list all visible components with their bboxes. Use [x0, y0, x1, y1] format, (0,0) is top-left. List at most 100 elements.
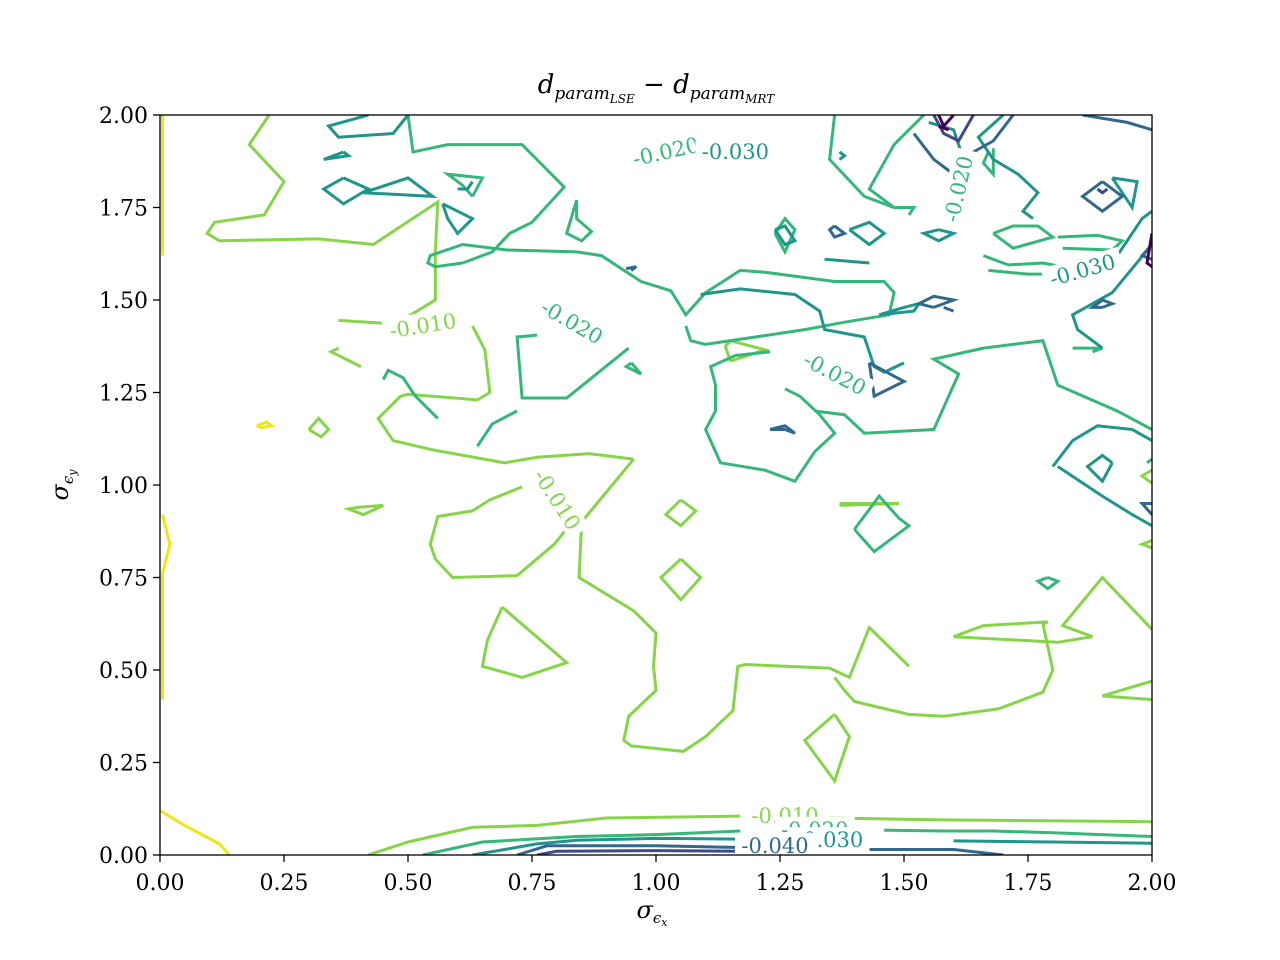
contour-line [577, 458, 911, 753]
contour-line [838, 150, 848, 161]
contour-line [323, 150, 353, 161]
contour-line [658, 557, 703, 602]
x-tick-label: 0.00 [136, 871, 185, 896]
contour-line [161, 514, 172, 700]
contour-line [919, 228, 958, 243]
y-axis: 0.00 0.25 0.50 0.75 1.00 1.25 1.50 1.75 2.00 [99, 104, 160, 869]
contour-line [932, 115, 975, 143]
contour-line [828, 115, 895, 209]
contour-line [1087, 298, 1117, 309]
contour-line [381, 368, 439, 420]
contour-line [307, 416, 331, 439]
contour-line [1111, 176, 1139, 212]
contour-line [327, 346, 362, 368]
contour-line [625, 265, 638, 272]
contour-line [981, 148, 995, 179]
contour-line [342, 503, 384, 517]
contour-label: -0.010 [745, 803, 825, 828]
x-axis-label: σϵx [636, 896, 668, 929]
contour-line [1138, 502, 1152, 516]
contour-line [992, 224, 1057, 250]
contour-line [769, 424, 796, 435]
contour-line [441, 202, 476, 236]
contour-line [1085, 453, 1114, 484]
contour-label: -0.030 [695, 139, 776, 164]
contour-line [367, 814, 741, 855]
x-tick-label: 0.50 [384, 871, 433, 896]
contour-line [425, 242, 896, 346]
contour-line [536, 849, 741, 855]
contour-line [1056, 465, 1152, 528]
contour-line [204, 115, 440, 326]
x-tick-label: 1.25 [756, 871, 805, 896]
contour-line [824, 257, 870, 265]
contour-line [867, 115, 925, 216]
contour-line [623, 361, 643, 376]
contour-line [516, 844, 746, 855]
contour-line [703, 350, 837, 484]
x-tick-label: 1.00 [632, 871, 681, 896]
contour-line [325, 115, 410, 139]
contour-line [976, 115, 1040, 220]
contour-line [773, 224, 798, 247]
contour-line [1139, 468, 1152, 485]
contour-line [1057, 233, 1126, 252]
y-tick-label: 1.50 [99, 289, 148, 314]
contour-line [953, 620, 1093, 644]
y-tick-label: 0.50 [99, 659, 148, 684]
contour-line [1070, 243, 1152, 350]
contour-line [953, 839, 1152, 845]
contour-line [457, 180, 474, 191]
contour-line [320, 176, 372, 206]
contour-lines [160, 115, 1152, 855]
contour-line [943, 305, 955, 313]
contour-line [476, 409, 518, 448]
contour-line [884, 828, 1152, 838]
contour-line [839, 502, 900, 507]
contour-line [564, 199, 594, 243]
contour-line [938, 124, 950, 132]
contour-line [1051, 424, 1152, 468]
x-tick-label: 1.50 [880, 871, 929, 896]
contour-line [814, 339, 1152, 435]
contour-line [827, 224, 848, 239]
contour-line [1101, 679, 1152, 702]
contour-line [422, 829, 741, 855]
contour-line [1034, 576, 1061, 591]
chart-title: dparamLSE − dparamMRT [538, 70, 776, 106]
y-tick-label: 0.25 [99, 752, 148, 777]
contour-line [848, 220, 887, 247]
x-axis: 0.00 0.25 0.50 0.75 1.00 1.25 1.50 1.75 2.00 [136, 855, 1177, 896]
contour-line [1082, 115, 1152, 132]
contour-line [802, 713, 852, 785]
contour-line [1146, 457, 1152, 465]
contour-line [829, 816, 1152, 824]
contour-line [1096, 187, 1109, 195]
contour-line [914, 294, 960, 309]
contour-labels: -0.010-0.010-0.010-0.020-0.020-0.020-0.0… [381, 130, 1125, 858]
y-tick-label: 2.00 [99, 104, 148, 129]
contour-line [833, 620, 1055, 718]
contour-line [472, 836, 746, 855]
contour-label-text: -0.030 [702, 140, 769, 164]
y-tick-label: 1.00 [99, 474, 148, 499]
contour-line [480, 605, 570, 679]
contour-line [1080, 180, 1125, 214]
x-tick-label: 1.75 [1004, 871, 1053, 896]
contour-line [160, 809, 231, 855]
contour-line [937, 115, 955, 129]
y-tick-label: 0.00 [99, 844, 148, 869]
y-axis-label: σϵy [46, 469, 79, 501]
contour-line [853, 493, 912, 554]
x-tick-label: 2.00 [1128, 871, 1177, 896]
y-tick-label: 1.75 [99, 197, 148, 222]
contour-label-text: -0.040 [741, 834, 808, 858]
contour-line [362, 176, 438, 199]
contour-line [663, 498, 698, 528]
contour-line [1060, 575, 1152, 639]
contour-line [1137, 539, 1152, 550]
contour-line [376, 325, 634, 465]
y-tick-label: 1.25 [99, 382, 148, 407]
contour-line [515, 333, 630, 400]
